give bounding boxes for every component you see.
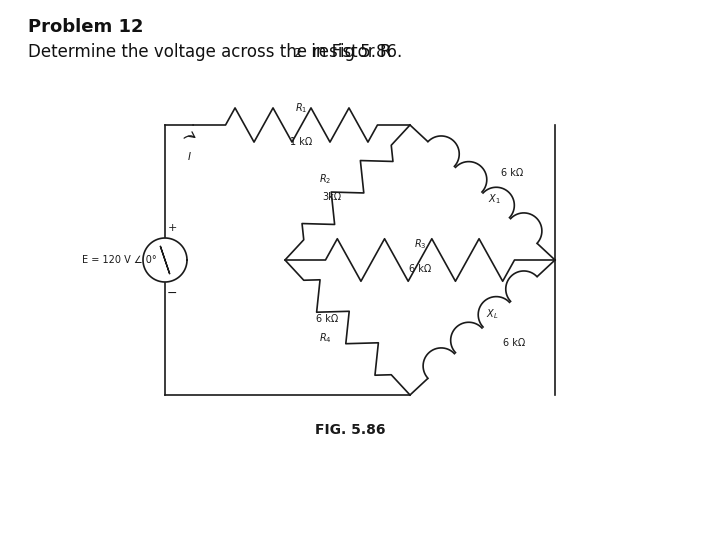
- Text: $X_L$: $X_L$: [486, 307, 499, 321]
- Text: $X_1$: $X_1$: [488, 192, 501, 206]
- Text: 6 kΩ: 6 kΩ: [409, 264, 431, 274]
- Text: I: I: [187, 152, 191, 162]
- Text: Problem 12: Problem 12: [28, 18, 143, 36]
- Text: 2: 2: [293, 46, 301, 59]
- Text: 3kΩ: 3kΩ: [322, 192, 341, 202]
- Text: Determine the voltage across the resistor R: Determine the voltage across the resisto…: [28, 43, 392, 61]
- Text: $R_1$: $R_1$: [295, 101, 307, 115]
- Text: 6 kΩ: 6 kΩ: [501, 168, 523, 179]
- Text: E = 120 V ∠ 0°: E = 120 V ∠ 0°: [82, 255, 157, 265]
- Text: $R_3$: $R_3$: [414, 237, 426, 251]
- Text: FIG. 5.86: FIG. 5.86: [315, 423, 385, 437]
- Text: $R_2$: $R_2$: [320, 172, 332, 186]
- Text: 6 kΩ: 6 kΩ: [316, 314, 338, 325]
- Text: in Fig 5.86.: in Fig 5.86.: [306, 43, 402, 61]
- Text: −: −: [167, 287, 177, 300]
- Text: +: +: [167, 223, 176, 233]
- Text: 1 kΩ: 1 kΩ: [290, 137, 312, 147]
- Text: $R_4$: $R_4$: [319, 332, 332, 345]
- Text: 6 kΩ: 6 kΩ: [503, 338, 526, 348]
